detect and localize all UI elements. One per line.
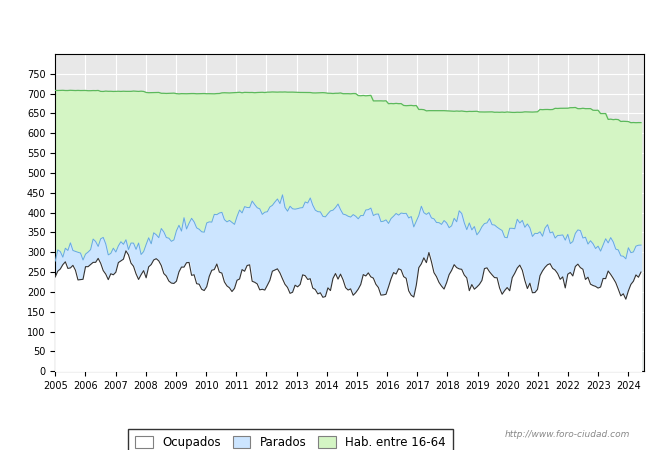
Legend: Ocupados, Parados, Hab. entre 16-64: Ocupados, Parados, Hab. entre 16-64 — [128, 428, 453, 450]
Text: http://www.foro-ciudad.com: http://www.foro-ciudad.com — [505, 430, 630, 439]
Text: Alhambra - Evolucion de la poblacion en edad de Trabajar Mayo de 2024: Alhambra - Evolucion de la poblacion en … — [98, 17, 552, 30]
